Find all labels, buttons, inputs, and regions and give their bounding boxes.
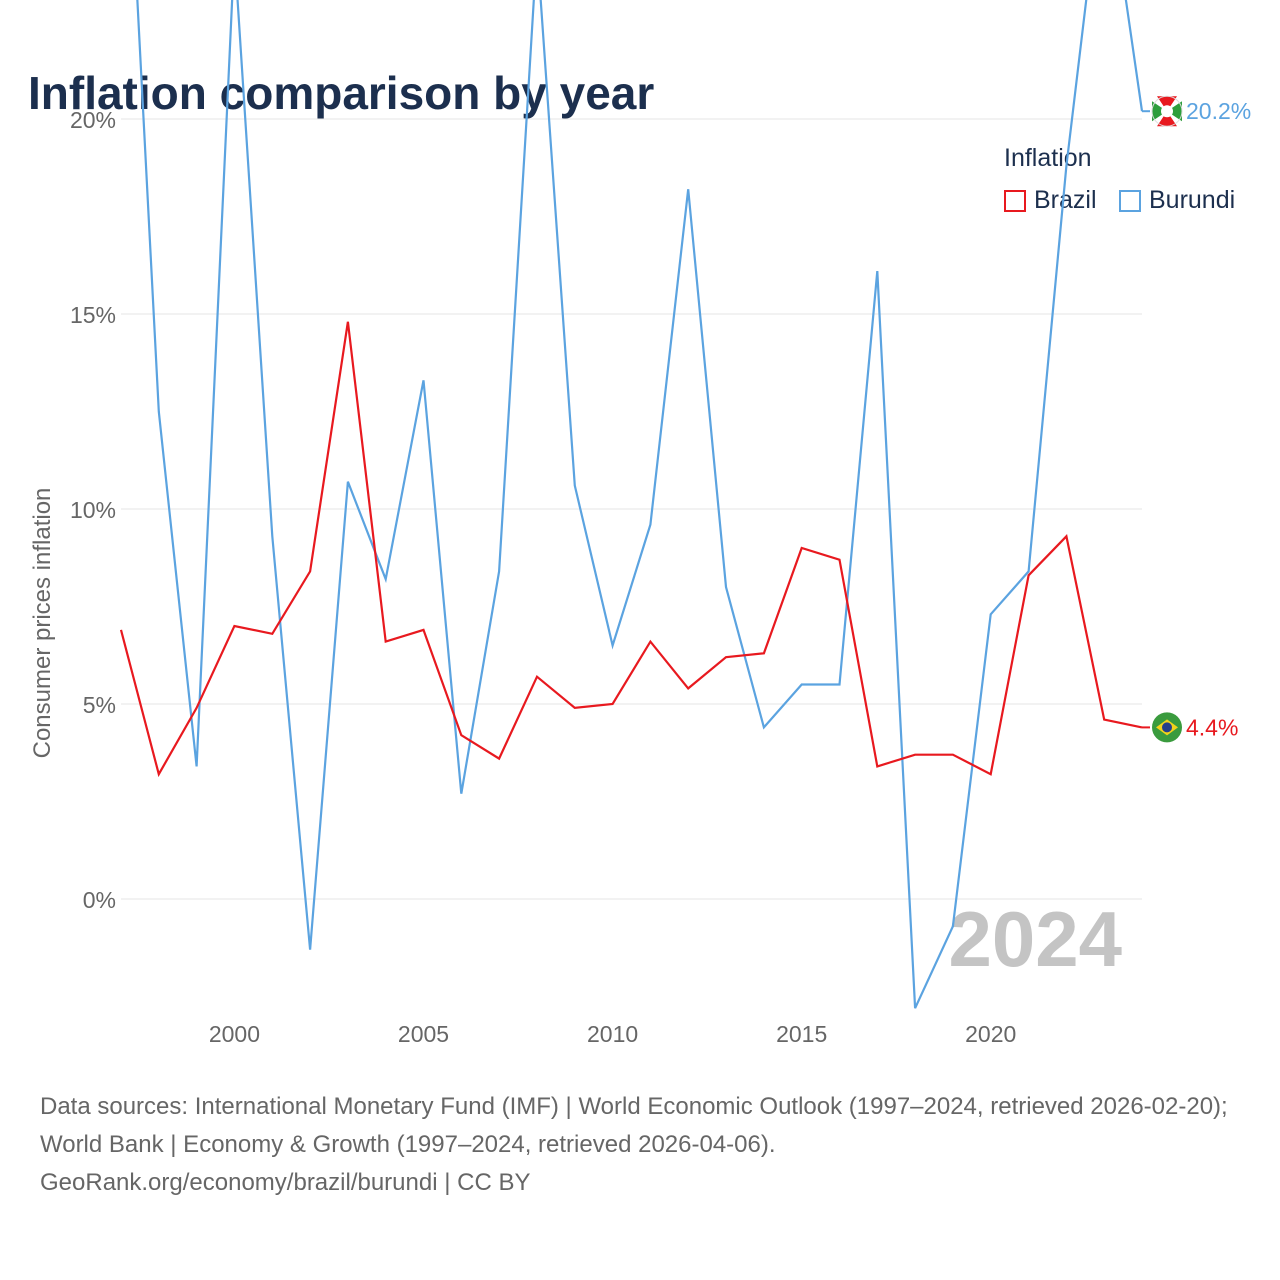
flag-red-top <box>1157 96 1177 112</box>
x-tick-label: 2005 <box>398 1021 449 1047</box>
year-watermark: 2024 <box>948 895 1122 983</box>
legend-swatch-burundi <box>1119 189 1141 212</box>
flag-green-right <box>1167 101 1182 122</box>
legend-swatch-brazil <box>1004 189 1026 212</box>
y-tick-label: 20% <box>70 107 116 133</box>
flag-brazil-icon <box>1152 712 1182 743</box>
flag-green-left <box>1152 101 1167 122</box>
legend-label-brazil: Brazil <box>1034 186 1097 214</box>
series-line-burundi <box>136 0 1144 1009</box>
y-tick-label: 0% <box>83 887 116 913</box>
y-axis-label: Consumer prices inflation <box>29 488 56 759</box>
legend-title: Inflation <box>1004 144 1092 172</box>
data-sources-text: Data sources: International Monetary Fun… <box>40 1093 1228 1158</box>
legend-item-burundi[interactable]: Burundi <box>1119 186 1235 215</box>
x-tick-label: 2020 <box>965 1021 1016 1047</box>
chart-title: Inflation comparison by year <box>28 67 655 119</box>
footer: Data sources: International Monetary Fun… <box>40 1088 1250 1202</box>
flag-globe <box>1162 722 1172 733</box>
y-tick-label: 5% <box>83 692 116 718</box>
y-tick-label: 10% <box>70 497 116 523</box>
end-value-label-burundi: 20.2% <box>1186 98 1251 124</box>
flag-ring <box>1151 95 1183 127</box>
flag-burundi-icon <box>1151 95 1183 127</box>
x-tick-label: 2010 <box>587 1021 638 1047</box>
y-tick-label: 15% <box>70 302 116 328</box>
legend-item-brazil[interactable]: Brazil <box>1004 186 1097 215</box>
x-tick-label: 2015 <box>776 1021 827 1047</box>
flag-red-bottom <box>1157 111 1177 127</box>
series-line-brazil <box>119 321 1143 778</box>
attribution-text: GeoRank.org/economy/brazil/burundi | CC … <box>40 1169 531 1196</box>
flag-center <box>1161 105 1173 118</box>
end-value-label-brazil: 4.4% <box>1186 714 1238 740</box>
x-tick-label: 2000 <box>209 1021 260 1047</box>
legend-label-burundi: Burundi <box>1149 186 1236 214</box>
